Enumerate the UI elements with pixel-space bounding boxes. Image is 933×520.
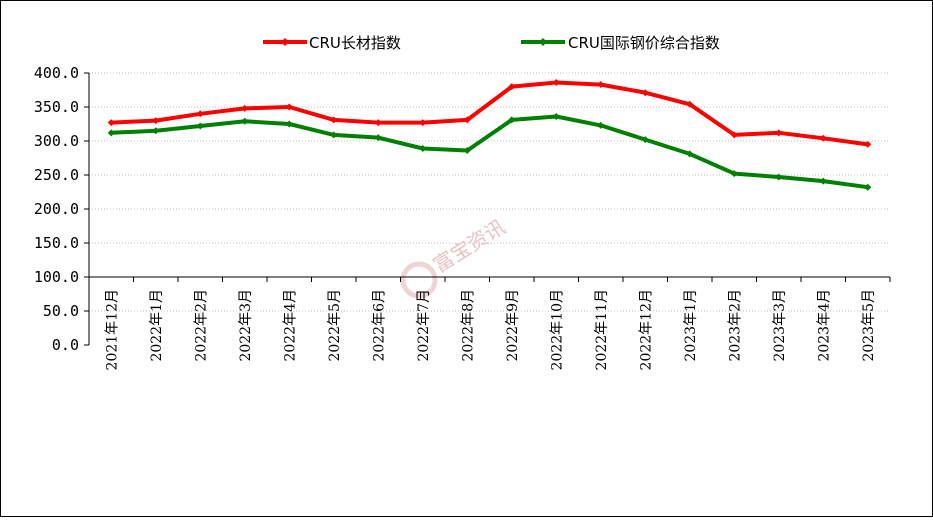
series-0-point — [330, 116, 338, 124]
series-1-point — [152, 127, 160, 135]
x-tick-label: 2023年3月 — [772, 289, 788, 362]
y-tick-label: 50.0 — [43, 302, 79, 320]
series-0-point — [419, 119, 427, 127]
series-1-point — [597, 121, 605, 129]
watermark-text: 富宝资讯 — [429, 214, 510, 277]
series-1-point — [285, 120, 293, 128]
series-0-point — [374, 119, 382, 127]
x-tick-label: 2022年6月 — [371, 289, 387, 362]
series-lines — [107, 79, 872, 191]
series-0-point — [641, 89, 649, 97]
series-0-point — [508, 83, 516, 91]
series-1-point — [107, 129, 115, 137]
series-1-point — [241, 117, 249, 125]
legend-label-0: CRU长材指数 — [309, 34, 401, 52]
series-1-point — [196, 122, 204, 130]
x-tick-label: 2023年4月 — [816, 289, 832, 362]
series-1-point — [730, 170, 738, 178]
x-tick-label: 2023年5月 — [861, 289, 877, 362]
y-tick-label: 250.0 — [34, 166, 79, 184]
x-tick-label: 2022年8月 — [460, 289, 476, 362]
x-tick-label: 2022年10月 — [549, 289, 565, 370]
y-tick-label: 200.0 — [34, 200, 79, 218]
series-1-point — [686, 150, 694, 158]
legend: CRU长材指数 CRU国际钢价综合指数 — [263, 34, 720, 52]
series-0-point — [152, 117, 160, 125]
series-1-point — [463, 147, 471, 155]
y-tick-label: 100.0 — [34, 268, 79, 286]
series-1-point — [775, 173, 783, 181]
legend-marker-0 — [281, 38, 289, 46]
y-tick-label: 300.0 — [34, 132, 79, 150]
series-1-point — [330, 131, 338, 139]
series-1-point — [508, 116, 516, 124]
series-0-point — [775, 129, 783, 137]
x-tick-label: 2022年3月 — [238, 289, 254, 362]
series-0-point — [819, 134, 827, 142]
x-tick-label: 2022年12月 — [638, 289, 654, 370]
x-tick-label: 2022年4月 — [282, 289, 298, 362]
legend-marker-1 — [539, 38, 547, 46]
x-tick-labels: 2021年12月 2022年1月 2022年2月 2022年3月 2022年4月 2022… — [104, 289, 877, 370]
y-tick-labels: 0.0 50.0 100.0 150.0 200.0 250.0 300.0 350.0 400… — [34, 64, 79, 354]
series-1-point — [819, 177, 827, 185]
series-0-point — [241, 104, 249, 112]
x-tick-label: 2023年1月 — [683, 289, 699, 362]
series-0-point — [285, 103, 293, 111]
y-tick-label: 0.0 — [52, 336, 79, 354]
series-0-point — [107, 119, 115, 127]
x-tick-label: 2022年9月 — [505, 289, 521, 362]
series-0-point — [864, 140, 872, 148]
y-tick-label: 350.0 — [34, 98, 79, 116]
y-tick-label: 400.0 — [34, 64, 79, 82]
watermark: 富宝资讯 — [400, 214, 510, 299]
series-1-point — [419, 144, 427, 152]
series-0-point — [196, 110, 204, 118]
x-tick-label: 2021年12月 — [104, 289, 120, 370]
x-tick-label: 2022年11月 — [594, 289, 610, 370]
series-line-1 — [111, 114, 869, 190]
axes — [84, 72, 891, 346]
series-1-point — [552, 113, 560, 121]
series-line-0 — [111, 80, 869, 147]
x-tick-label: 2022年1月 — [149, 289, 165, 362]
legend-label-1: CRU国际钢价综合指数 — [568, 34, 720, 52]
series-1-point — [641, 136, 649, 144]
series-0-point — [730, 131, 738, 139]
x-tick-label: 2022年5月 — [327, 289, 343, 362]
series-0-point — [463, 116, 471, 124]
series-0-point — [597, 81, 605, 89]
series-1-point — [374, 134, 382, 142]
watermark-logo-icon — [400, 261, 438, 299]
series-1-point — [864, 183, 872, 191]
series-0-point — [552, 79, 560, 87]
x-tick-label: 2023年2月 — [727, 289, 743, 362]
y-tick-label: 150.0 — [34, 234, 79, 252]
x-tick-label: 2022年7月 — [416, 289, 432, 362]
x-tick-label: 2022年2月 — [193, 289, 209, 362]
gridlines — [89, 72, 890, 312]
series-0-point — [686, 100, 694, 108]
